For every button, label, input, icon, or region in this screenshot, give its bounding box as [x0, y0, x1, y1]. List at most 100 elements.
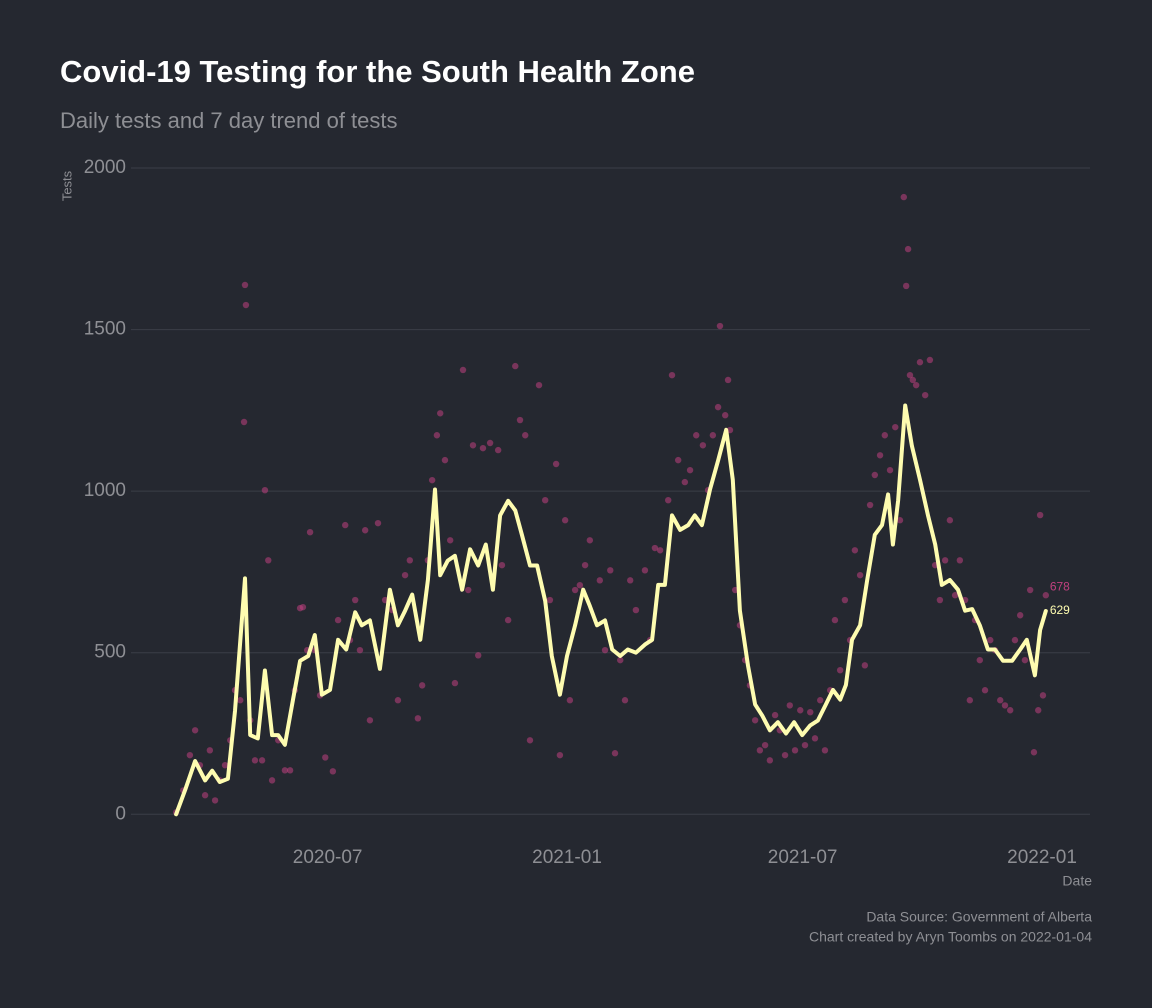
- point: [866, 501, 874, 509]
- point: [761, 741, 769, 749]
- point: [892, 423, 899, 431]
- point: [797, 707, 804, 714]
- point: [394, 697, 402, 704]
- point: [756, 747, 764, 754]
- point: [781, 751, 789, 759]
- point: [686, 466, 694, 474]
- point: [811, 735, 819, 742]
- point: [611, 750, 619, 757]
- point: [221, 761, 229, 769]
- point: [206, 747, 214, 754]
- point: [836, 666, 844, 674]
- point: [786, 702, 794, 709]
- y-tick-label: 500: [94, 642, 126, 663]
- point: [241, 281, 249, 289]
- point: [571, 586, 579, 594]
- point: [916, 359, 924, 366]
- point: [801, 741, 809, 749]
- point: [401, 571, 409, 579]
- point: [681, 478, 689, 486]
- point: [1035, 707, 1042, 714]
- point: [561, 517, 569, 524]
- point: [351, 596, 359, 604]
- end-value-label: 629: [1050, 603, 1070, 617]
- point: [1016, 612, 1024, 619]
- point: [912, 381, 920, 389]
- point: [966, 697, 974, 704]
- x-tick-label: 2021-01: [532, 847, 602, 868]
- point: [693, 432, 700, 439]
- point: [709, 432, 717, 439]
- point: [714, 403, 722, 411]
- point: [987, 636, 994, 644]
- point: [498, 561, 506, 569]
- point: [258, 757, 266, 764]
- point: [951, 592, 959, 599]
- y-tick-label: 2000: [84, 157, 126, 178]
- point: [909, 376, 917, 384]
- point: [356, 646, 364, 654]
- point: [475, 652, 482, 659]
- point: [902, 282, 910, 290]
- point: [936, 596, 944, 604]
- point: [494, 446, 502, 454]
- point: [361, 527, 369, 534]
- point: [904, 245, 912, 253]
- point: [831, 616, 839, 624]
- point: [821, 747, 829, 754]
- point: [771, 711, 779, 719]
- point: [900, 193, 908, 201]
- point: [1011, 636, 1019, 644]
- point: [535, 381, 543, 389]
- x-tick-label: 2022-01: [1007, 847, 1077, 868]
- end-value-label: 678: [1050, 579, 1070, 593]
- point: [941, 557, 949, 564]
- point: [926, 356, 934, 364]
- point: [242, 301, 250, 309]
- point: [841, 596, 849, 604]
- point: [211, 797, 219, 804]
- point: [596, 577, 604, 584]
- point: [876, 452, 884, 459]
- point: [546, 596, 554, 604]
- chart-subtitle: Daily tests and 7 day trend of tests: [60, 108, 398, 133]
- point: [286, 767, 294, 774]
- point: [632, 606, 640, 614]
- point: [265, 557, 272, 564]
- point: [1021, 656, 1029, 664]
- point: [981, 687, 989, 694]
- point: [451, 679, 459, 687]
- point: [1026, 586, 1034, 594]
- point: [576, 581, 584, 589]
- point: [627, 577, 634, 584]
- point: [668, 371, 676, 379]
- point: [479, 444, 487, 452]
- point: [268, 777, 276, 784]
- point: [976, 656, 984, 664]
- point: [956, 557, 964, 564]
- point: [342, 521, 349, 529]
- x-tick-label: 2020-07: [293, 847, 363, 868]
- point: [334, 616, 342, 624]
- point: [699, 442, 707, 449]
- caption: Data Source: Government of Alberta: [866, 909, 1092, 925]
- point: [817, 697, 824, 704]
- point: [299, 603, 307, 611]
- point: [465, 586, 472, 594]
- point: [997, 697, 1004, 704]
- point: [526, 737, 534, 744]
- point: [1039, 692, 1047, 699]
- point: [861, 662, 869, 669]
- point: [441, 456, 449, 464]
- point: [512, 362, 519, 370]
- x-axis-label: Date: [1062, 873, 1092, 889]
- point: [522, 432, 529, 439]
- point: [607, 567, 614, 574]
- point: [581, 561, 589, 569]
- point: [237, 697, 244, 704]
- point: [566, 697, 574, 704]
- point: [621, 697, 629, 704]
- point: [641, 567, 649, 574]
- y-tick-label: 1500: [84, 319, 126, 340]
